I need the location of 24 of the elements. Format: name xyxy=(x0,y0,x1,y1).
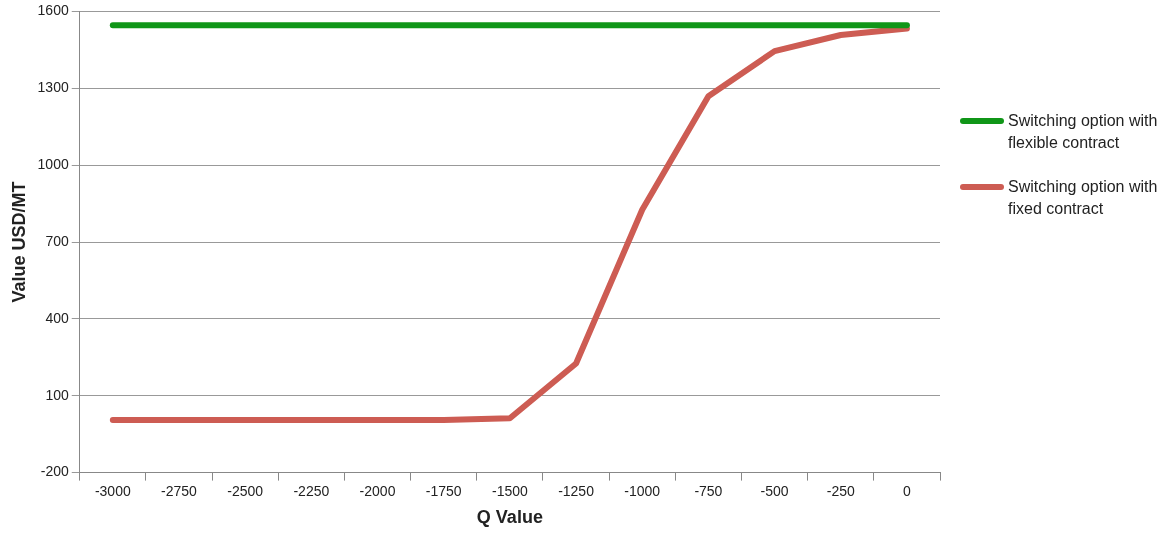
legend-label: Switching option with fixed contract xyxy=(1008,177,1159,219)
x-tick-label: -2000 xyxy=(359,482,396,499)
x-tick-label: -2500 xyxy=(227,482,264,499)
legend-label: Switching option with flexible contract xyxy=(1008,111,1159,153)
y-tick-label: 1000 xyxy=(37,155,69,172)
x-tick-label: 0 xyxy=(903,482,912,499)
y-tick-label: -200 xyxy=(40,463,69,480)
y-tick-label: 400 xyxy=(45,309,69,326)
x-tick-label: -2750 xyxy=(161,482,198,499)
x-tick-label: -250 xyxy=(826,482,855,499)
x-axis-title: Q Value xyxy=(476,507,543,528)
x-tick-label: -1000 xyxy=(624,482,661,499)
y-tick-label: 700 xyxy=(45,232,69,249)
y-tick-label: 1600 xyxy=(37,2,69,19)
x-tick-label: -1750 xyxy=(425,482,462,499)
y-tick-label: 1300 xyxy=(37,79,69,96)
x-tick-label: -750 xyxy=(694,482,723,499)
y-tick-label: 100 xyxy=(45,386,69,403)
x-tick-label: -3000 xyxy=(94,482,131,499)
x-tick-label: -500 xyxy=(760,482,789,499)
y-axis-title: Value USD/MT xyxy=(8,181,29,303)
x-tick-label: -1500 xyxy=(491,482,528,499)
x-tick-label: -2250 xyxy=(293,482,330,499)
x-tick-label: -1250 xyxy=(558,482,595,499)
